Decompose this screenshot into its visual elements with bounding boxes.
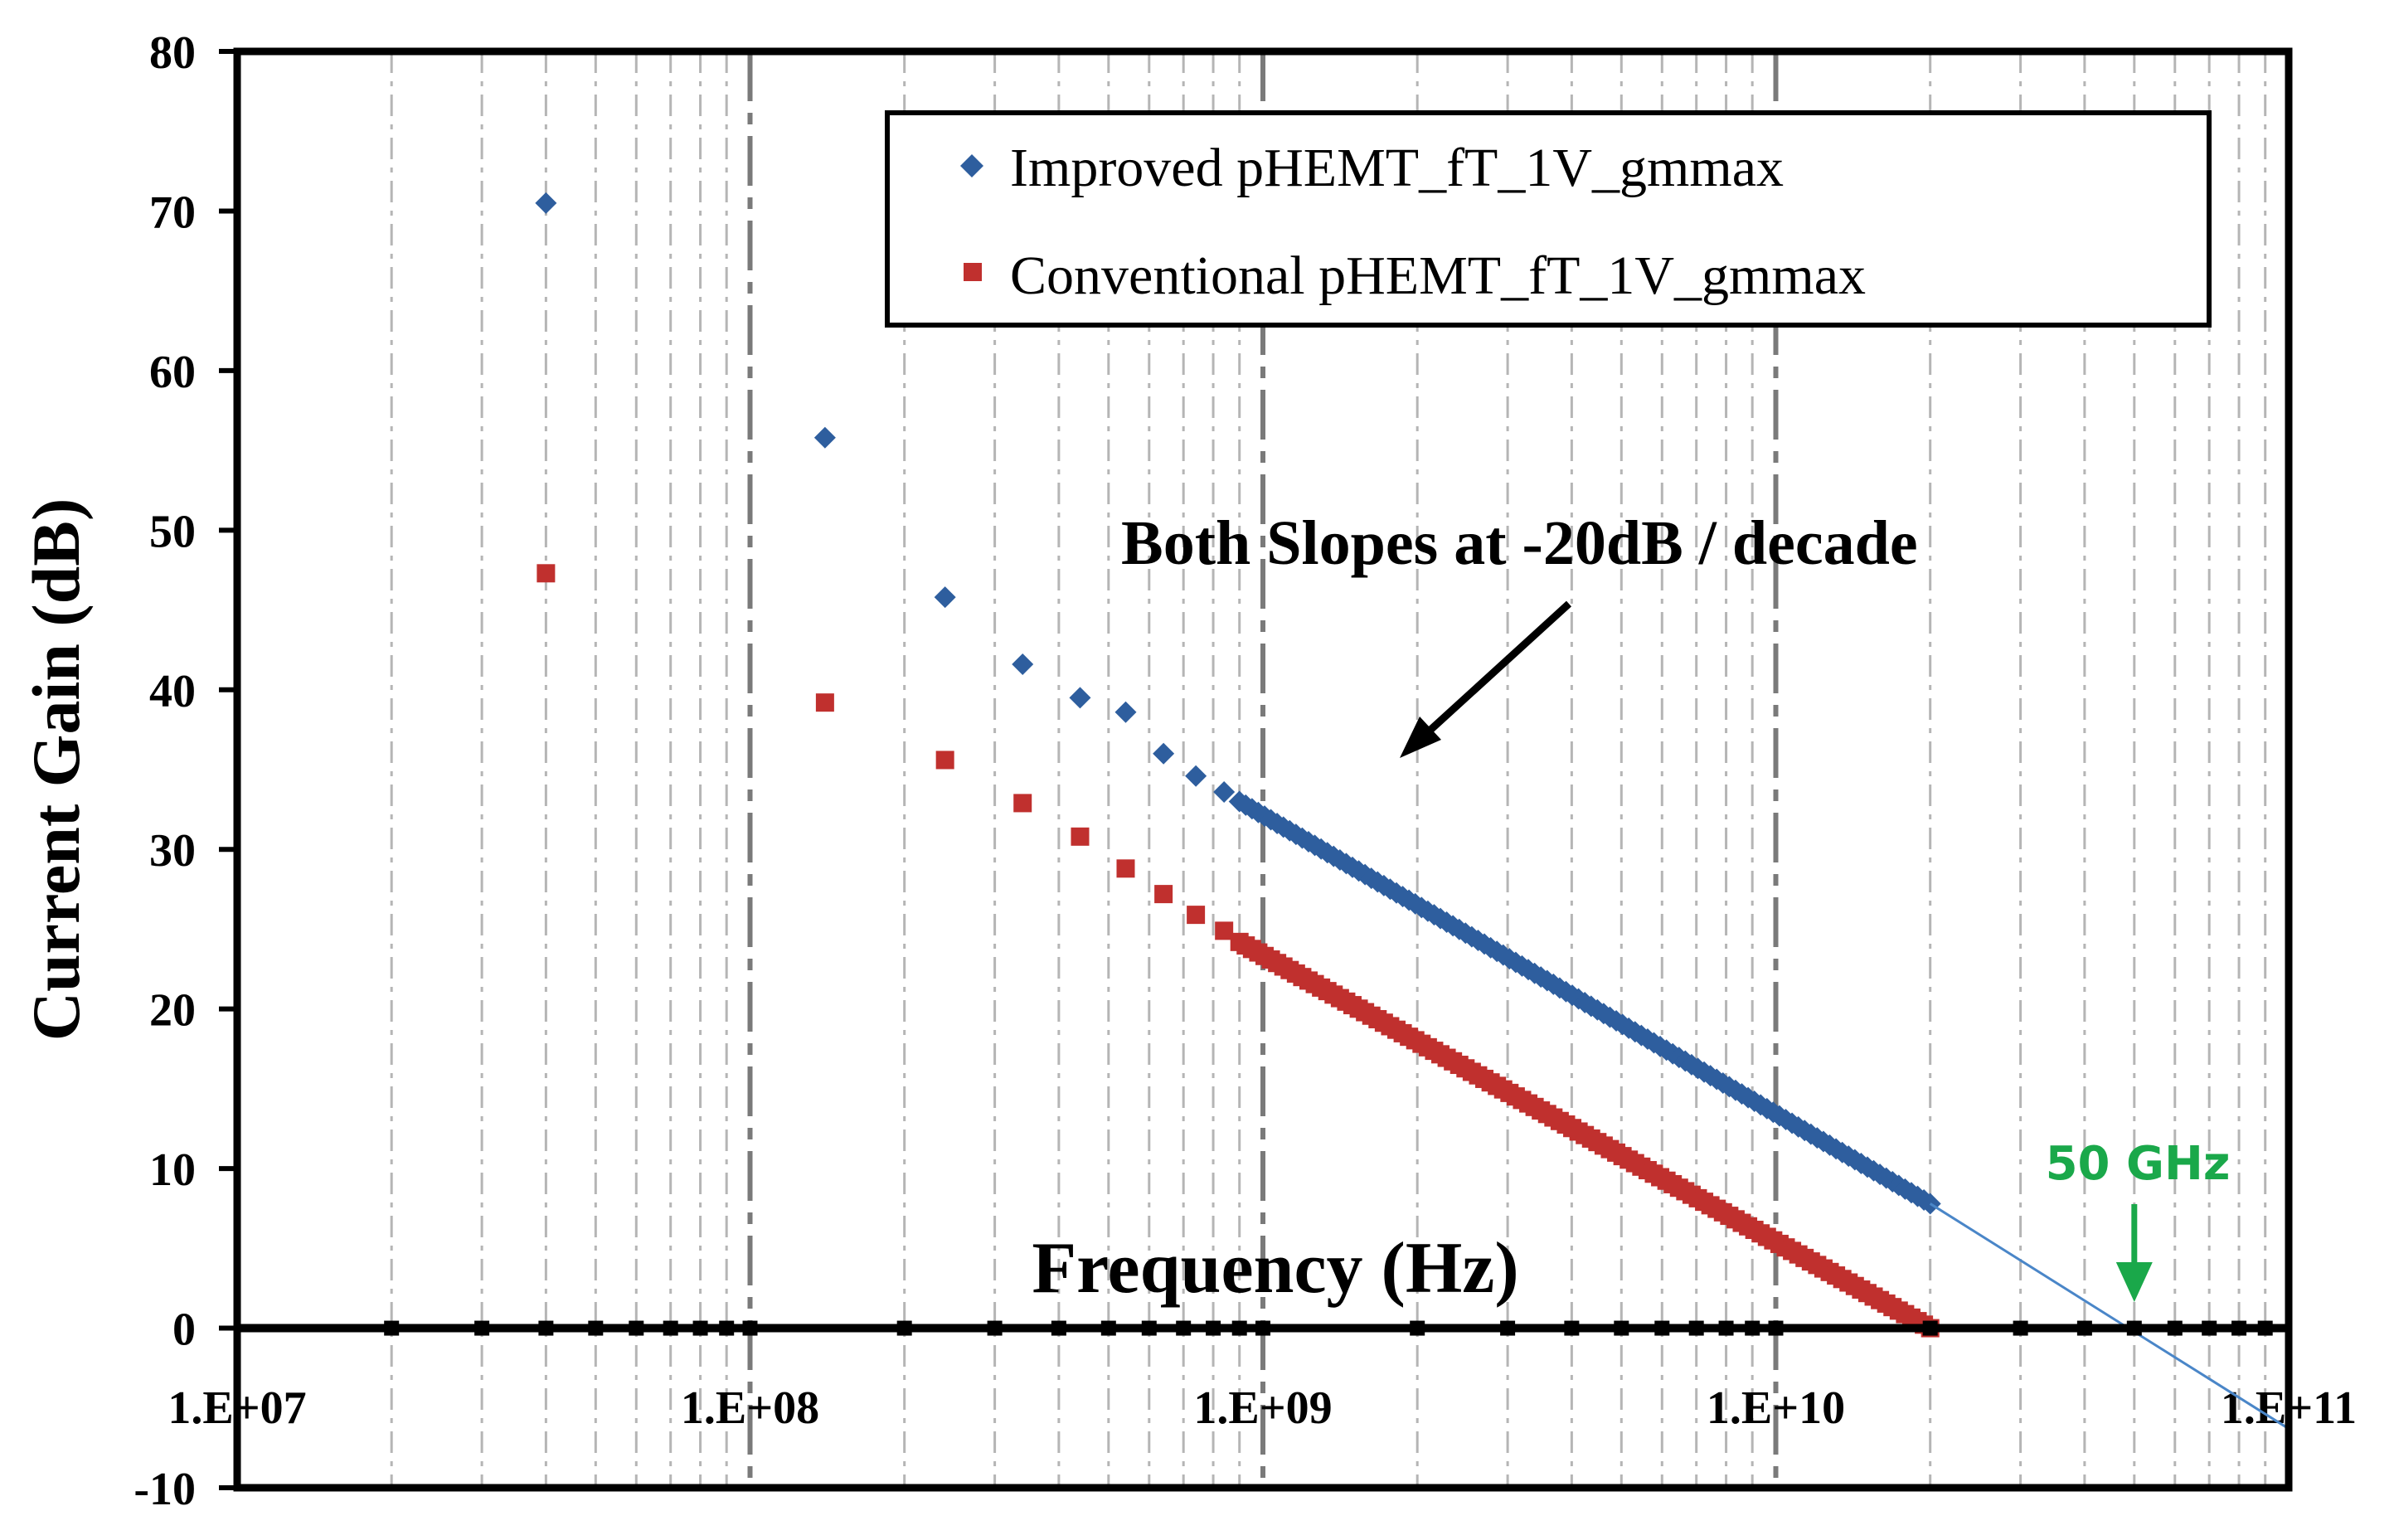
y-tick-label: 60 xyxy=(149,347,196,398)
zero-axis-tick xyxy=(1410,1320,1425,1336)
zero-axis-tick xyxy=(474,1320,490,1336)
zero-axis-tick xyxy=(1051,1320,1066,1336)
data-point xyxy=(935,751,954,770)
zero-axis-tick xyxy=(2126,1320,2142,1336)
x-tick-label: 1.E+09 xyxy=(1193,1382,1332,1434)
zero-axis-tick xyxy=(1500,1320,1516,1336)
zero-axis-tick xyxy=(1688,1320,1704,1336)
plot-frame xyxy=(233,47,2293,1492)
slope-arrow xyxy=(1400,600,1572,758)
zero-axis-tick xyxy=(1100,1320,1116,1336)
zero-axis-tick xyxy=(1768,1320,1784,1336)
zero-axis-tick xyxy=(2231,1320,2247,1336)
data-point xyxy=(1213,780,1236,803)
data-point xyxy=(1116,859,1135,878)
data-point xyxy=(1215,921,1234,940)
zero-axis-tick xyxy=(1718,1320,1734,1336)
zero-axis-tick xyxy=(2013,1320,2028,1336)
y-tick-label: 80 xyxy=(149,27,196,79)
y-tick-label: 40 xyxy=(149,666,196,717)
zero-axis-tick xyxy=(538,1320,554,1336)
y-tick-labels: -10 0 10 20 30 40 50 60 70 80 xyxy=(134,27,237,1515)
legend-marker-conventional xyxy=(964,263,982,281)
y-tick-label: 30 xyxy=(149,825,196,877)
zero-axis-tick xyxy=(896,1320,912,1336)
data-point xyxy=(934,586,956,609)
zero-axis-tick xyxy=(629,1320,644,1336)
y-tick-label: 70 xyxy=(149,187,196,238)
zero-axis-tick xyxy=(692,1320,708,1336)
zero-axis-tick xyxy=(1176,1320,1192,1336)
y-tick-label: 20 xyxy=(149,985,196,1037)
zero-axis-tick xyxy=(1231,1320,1247,1336)
fT-arrow-head xyxy=(2115,1262,2153,1302)
data-point xyxy=(1071,827,1090,846)
zero-axis-tick xyxy=(1745,1320,1760,1336)
data-point xyxy=(813,426,836,449)
zero-axis-tick xyxy=(1141,1320,1157,1336)
zero-axis-tick xyxy=(1564,1320,1580,1336)
extrapolation-line xyxy=(1929,1202,2290,1431)
zero-axis-tick xyxy=(663,1320,678,1336)
zero-axis-tick xyxy=(588,1320,604,1336)
data-point xyxy=(1012,653,1034,675)
zero-axis-tick xyxy=(384,1320,400,1336)
zero-axis-tick xyxy=(1654,1320,1670,1336)
legend: Improved pHEMT_fT_1V_gmmax Conventional … xyxy=(885,110,2212,328)
series-improved xyxy=(535,192,1941,1215)
zero-axis xyxy=(237,1320,2289,1336)
zero-axis-tick xyxy=(2257,1320,2273,1336)
fT-arrow xyxy=(2115,1204,2153,1302)
data-point xyxy=(1013,794,1032,813)
data-point xyxy=(1153,742,1175,765)
zero-axis-tick xyxy=(1206,1320,1221,1336)
y-tick-label: 10 xyxy=(149,1144,196,1196)
zero-axis-tick xyxy=(2202,1320,2217,1336)
x-tick-label: 1.E+08 xyxy=(681,1382,819,1434)
zero-axis-tick xyxy=(987,1320,1003,1336)
fT-annotation-label: 50 GHz xyxy=(2046,1137,2231,1191)
trendline-group xyxy=(1929,1202,2290,1431)
data-point xyxy=(1185,765,1207,787)
data-point xyxy=(535,192,557,214)
data-point xyxy=(1187,906,1206,925)
zero-axis-tick xyxy=(2167,1320,2183,1336)
legend-label-conventional: Conventional pHEMT_fT_1V_gmmax xyxy=(1010,245,1866,306)
x-axis-label: Frequency (Hz) xyxy=(1032,1228,1518,1309)
data-point xyxy=(1154,885,1173,904)
zero-axis-tick xyxy=(1614,1320,1629,1336)
y-tick-label: 50 xyxy=(149,506,196,557)
data-point xyxy=(1069,687,1091,709)
data-point xyxy=(1114,701,1137,723)
data-point xyxy=(537,564,556,583)
legend-marker-improved xyxy=(960,154,983,177)
zero-axis-tick xyxy=(1922,1320,1938,1336)
x-tick-label: 1.E+10 xyxy=(1707,1382,1845,1434)
series-conventional xyxy=(537,564,1940,1338)
y-tick-label: -10 xyxy=(134,1464,196,1515)
y-tick-label: 0 xyxy=(172,1304,196,1356)
legend-label-improved: Improved pHEMT_fT_1V_gmmax xyxy=(1010,138,1784,198)
data-point xyxy=(815,693,834,712)
zero-axis-tick xyxy=(2076,1320,2092,1336)
zero-axis-tick xyxy=(742,1320,758,1336)
data-series xyxy=(535,192,1941,1338)
y-axis-label: Current Gain (dB) xyxy=(18,498,94,1042)
slope-annotation: Both Slopes at -20dB / decade xyxy=(1121,508,1918,578)
zero-axis-tick xyxy=(1255,1320,1270,1336)
zero-axis-tick xyxy=(719,1320,735,1336)
legend-box xyxy=(885,110,2212,328)
